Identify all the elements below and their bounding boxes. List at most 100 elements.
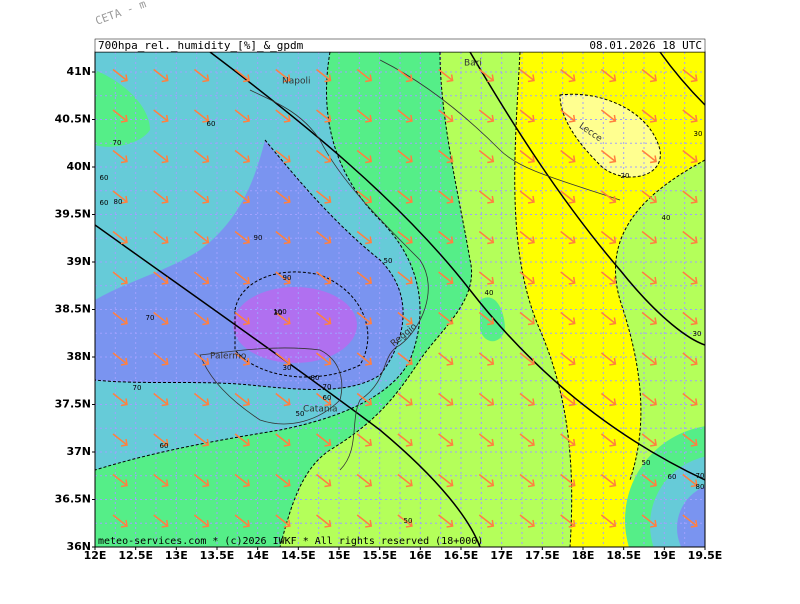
contour	[514, 52, 573, 547]
wind-arrow	[234, 109, 250, 123]
wind-arrow	[478, 149, 495, 164]
wind-arrow	[153, 392, 169, 407]
wind-arrow	[112, 473, 128, 488]
wind-arrow	[275, 271, 291, 285]
wind-arrow	[600, 433, 617, 447]
wind-arrow	[193, 68, 210, 83]
contour-label: 70	[323, 383, 332, 391]
city-label: Catania	[303, 405, 338, 415]
contour-label: 50	[296, 410, 305, 418]
wind-arrow	[112, 230, 128, 245]
wind-arrow	[112, 352, 128, 366]
coast	[199, 347, 343, 425]
x-tick-label: 14E	[246, 549, 269, 562]
wind-arrow	[356, 392, 373, 407]
wind-arrow	[438, 433, 454, 447]
wind-arrow	[316, 352, 332, 366]
wind-arrow	[560, 473, 576, 488]
wind-arrow	[641, 352, 657, 366]
field-green-nw	[95, 70, 150, 147]
contour-label: 70	[133, 384, 142, 392]
wind-arrow	[234, 514, 250, 528]
wind-arrow	[600, 352, 617, 366]
wind-arrow	[356, 190, 373, 204]
x-tick-label: 12.5E	[118, 549, 153, 562]
wind-arrow	[519, 392, 535, 407]
contour-label: 90	[283, 274, 292, 282]
contour-label: 80	[114, 198, 123, 206]
wind-arrow	[560, 514, 576, 528]
isohypse	[659, 52, 705, 106]
wind-arrow	[397, 68, 413, 83]
wind-arrow	[560, 230, 576, 245]
contour	[95, 52, 421, 471]
wind-arrow	[275, 433, 291, 447]
x-tick-label: 12E	[84, 549, 107, 562]
wind-arrow	[600, 190, 617, 204]
wind-arrow	[641, 473, 657, 488]
wind-arrow	[519, 311, 535, 326]
wind-arrow	[193, 230, 210, 245]
y-tick-label: 37.5N	[55, 398, 91, 411]
wind-arrow	[275, 392, 291, 407]
wind-arrow	[275, 352, 291, 366]
wind-arrow	[519, 230, 535, 245]
wind-arrow	[600, 149, 617, 164]
wind-arrow	[438, 149, 454, 164]
wind-arrow	[397, 149, 413, 164]
wind-arrow	[193, 433, 210, 447]
wind-arrow	[112, 271, 128, 285]
contour	[615, 159, 705, 481]
wind-arrow	[438, 271, 454, 285]
wind-arrow	[641, 311, 657, 326]
wind-arrow	[193, 392, 210, 407]
contour-label: 30	[283, 364, 292, 372]
wind-arrow	[153, 230, 169, 245]
wind-arrows	[112, 68, 698, 528]
x-tick-label: 16.5E	[444, 549, 479, 562]
wind-arrow	[153, 311, 169, 326]
x-tick-label: 13.5E	[200, 549, 235, 562]
contour	[279, 52, 472, 547]
wind-arrow	[275, 311, 291, 326]
x-tick-label: 17.5E	[525, 549, 560, 562]
contour-label: 70	[146, 314, 155, 322]
x-tick-label: 15.5E	[362, 549, 397, 562]
wind-arrow	[682, 514, 698, 528]
wind-arrow	[478, 311, 495, 326]
field-purple	[233, 287, 357, 363]
wind-arrow	[397, 514, 413, 528]
wind-arrow	[682, 230, 698, 245]
field-paleyellow	[560, 94, 661, 177]
wind-arrow	[519, 514, 535, 528]
wind-arrow	[275, 230, 291, 245]
wind-arrow	[682, 190, 698, 204]
y-tick-label: 41N	[66, 65, 91, 78]
wind-arrow	[560, 433, 576, 447]
wind-arrow	[316, 311, 332, 326]
wind-arrow	[193, 149, 210, 164]
wind-arrow	[397, 473, 413, 488]
geopotential-lines	[95, 52, 705, 547]
wind-arrow	[356, 68, 373, 83]
wind-arrow	[356, 473, 373, 488]
wind-arrow	[397, 433, 413, 447]
wind-arrow	[356, 433, 373, 447]
contour-label: 30	[694, 130, 703, 138]
wind-arrow	[153, 271, 169, 285]
wind-arrow	[478, 352, 495, 366]
wind-arrow	[397, 230, 413, 245]
wind-arrow	[438, 514, 454, 528]
contour-label: 60	[668, 473, 677, 481]
wind-arrow	[519, 109, 535, 123]
wind-arrow	[682, 473, 698, 488]
wind-arrow	[397, 311, 413, 326]
wind-arrow	[641, 68, 657, 83]
wind-arrow	[234, 271, 250, 285]
y-tick-label: 37N	[66, 445, 91, 458]
valid-time: 08.01.2026 18 UTC	[589, 39, 702, 52]
wind-arrow	[641, 433, 657, 447]
wind-arrow	[193, 271, 210, 285]
contour-label: 70	[113, 139, 122, 147]
y-tick-label: 39.5N	[55, 208, 91, 221]
